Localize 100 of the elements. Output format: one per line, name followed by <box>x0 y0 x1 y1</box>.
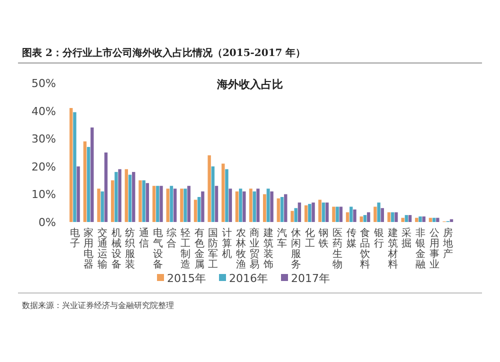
bar <box>166 188 170 222</box>
bar <box>450 219 454 222</box>
bar <box>208 155 211 222</box>
x-tick-label: 交通运输 <box>98 227 108 270</box>
bar <box>280 196 284 222</box>
x-tick-label: 国防军工 <box>208 228 218 270</box>
bar <box>366 212 370 222</box>
bar <box>211 166 215 222</box>
bar <box>114 172 118 222</box>
x-tick-label: 农林牧渔 <box>234 228 246 270</box>
bar <box>180 188 184 222</box>
x-tick-label: 钢铁 <box>318 228 329 250</box>
y-tick-label: 30% <box>32 132 56 146</box>
bar <box>336 206 339 222</box>
bar <box>360 216 363 222</box>
bar <box>377 202 380 222</box>
x-tick-label: 综合 <box>166 227 177 250</box>
x-tick-label: 建筑装饰 <box>262 227 274 270</box>
bar <box>266 188 270 222</box>
bar <box>387 212 391 222</box>
bar <box>252 191 256 222</box>
x-tick-label: 纺织服装 <box>125 227 136 270</box>
x-tick-label: 机械设备 <box>111 227 122 270</box>
y-tick-label: 20% <box>32 160 56 174</box>
bar <box>294 208 298 222</box>
bar <box>184 188 187 222</box>
y-tick-label: 40% <box>32 104 56 118</box>
bar <box>325 202 329 222</box>
bar <box>276 198 280 222</box>
bar <box>132 172 136 222</box>
bar <box>394 212 398 222</box>
bar <box>187 186 190 222</box>
bar <box>238 188 242 222</box>
x-tick-label: 电气设备 <box>152 227 163 270</box>
x-tick-label: 房地产 <box>442 227 454 260</box>
bar <box>128 174 132 222</box>
bar <box>214 186 218 222</box>
bar <box>256 188 260 222</box>
bar <box>404 215 408 222</box>
bar <box>228 188 232 222</box>
bar <box>249 188 252 222</box>
bar <box>318 200 322 222</box>
x-tick-label: 公用事业 <box>429 227 440 270</box>
bar <box>304 205 308 222</box>
bar <box>436 218 440 222</box>
bar <box>100 191 104 222</box>
legend-label: 2015年 <box>167 272 206 285</box>
bar <box>270 191 274 222</box>
bar <box>90 127 94 222</box>
x-tick-label: 通信 <box>139 227 150 250</box>
x-tick-label: 轻工制造 <box>180 227 190 270</box>
y-tick-label: 10% <box>32 188 56 202</box>
x-tick-label: 医药生物 <box>332 228 343 270</box>
x-tick-label: 商业贸易 <box>250 227 260 270</box>
x-tick-label: 汽车 <box>277 227 288 250</box>
subtitle: 海外收入占比 <box>217 78 283 91</box>
x-tick-label: 家用电器 <box>84 227 94 270</box>
legend-label: 2017年 <box>291 272 330 285</box>
bar <box>415 218 418 222</box>
bar <box>353 209 356 222</box>
bar <box>225 169 228 222</box>
bar <box>350 206 353 222</box>
x-tick-label: 计算机 <box>222 227 232 260</box>
x-tick-label: 有色金属 <box>194 227 204 270</box>
bar <box>422 216 426 222</box>
bar <box>104 152 108 222</box>
x-tick-label: 采掘 <box>402 227 412 250</box>
x-tick-label: 非银金融 <box>414 227 426 270</box>
bar <box>110 180 114 222</box>
bar <box>156 186 160 222</box>
bar <box>298 202 302 222</box>
bar <box>194 200 198 222</box>
bar <box>432 218 436 222</box>
bar <box>401 218 404 222</box>
bar <box>124 169 128 222</box>
bar <box>86 146 90 222</box>
bar <box>222 164 225 222</box>
bar <box>170 186 174 222</box>
bar <box>380 208 384 222</box>
bar <box>418 216 422 222</box>
bar <box>308 204 312 222</box>
bar <box>408 215 412 222</box>
bar <box>290 210 294 222</box>
x-tick-label: 银行 <box>372 228 384 250</box>
bar <box>83 141 87 222</box>
bar <box>97 188 100 222</box>
y-tick-label: 0% <box>38 216 56 229</box>
x-tick-label: 电子 <box>70 227 80 250</box>
bar <box>235 191 239 222</box>
bar <box>332 206 336 222</box>
bar <box>152 186 156 222</box>
bar <box>73 112 76 222</box>
bar <box>263 194 266 222</box>
legend-label: 2016年 <box>229 272 268 285</box>
bar <box>118 169 122 222</box>
bar <box>76 166 80 222</box>
bar <box>242 191 246 222</box>
bar <box>428 218 432 222</box>
bar <box>173 188 177 222</box>
bar <box>142 180 146 222</box>
